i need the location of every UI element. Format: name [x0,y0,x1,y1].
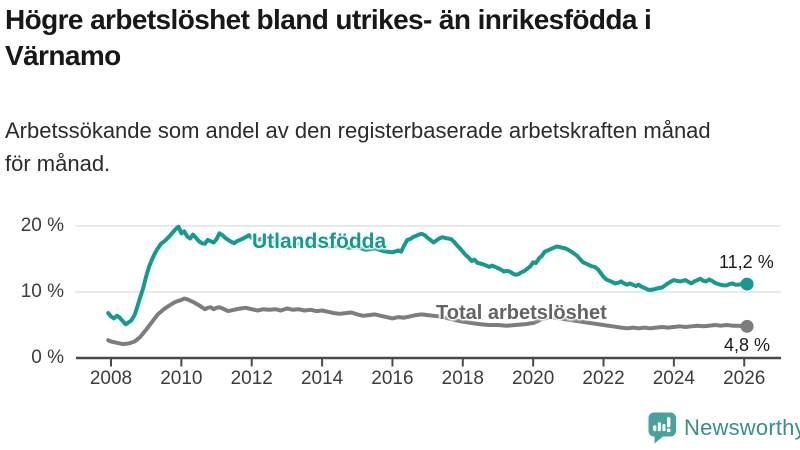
end-value-total-arbetsloshet: 4,8 % [724,335,771,355]
series-end-dot-0 [740,277,754,291]
x-axis-label: 2026 [723,368,766,389]
y-axis-label: 10 % [20,281,64,302]
series-end-dot-1 [740,319,754,333]
x-axis-label: 2024 [652,368,696,389]
series-line-1 [106,296,750,347]
x-axis-label: 2016 [371,368,414,389]
subtitle-line-1: Arbetssökande som andel av den registerb… [5,118,711,143]
brand-name: Newsworthy [684,415,800,440]
chart-subtitle: Arbetssökande som andel av den registerb… [5,114,785,180]
y-axis-label: 20 % [20,215,64,236]
series-label-total-arbetsloshet: Total arbetslöshet [436,302,607,324]
title-line-2: Värnamo [5,40,121,71]
x-axis-label: 2012 [230,368,273,389]
x-axis-label: 2010 [160,368,203,389]
brand-footer: Newsworthy [648,412,800,444]
subtitle-line-2: för månad. [5,151,111,176]
end-value-utlandsfodda: 11,2 % [719,252,774,272]
x-axis-label: 2008 [89,368,133,389]
series-line-0 [106,224,750,327]
x-axis-label: 2014 [300,368,344,389]
newsworthy-logo-icon [648,412,676,444]
exclamation-glyph [667,417,671,428]
series-label-utlandsfodda: Utlandsfödda [252,230,387,253]
title-line-1: Högre arbetslöshet bland utrikes- än inr… [5,4,652,35]
x-axis-label: 2018 [441,368,484,389]
page-title: Högre arbetslöshet bland utrikes- än inr… [5,2,797,74]
y-axis-label: 0 % [31,347,64,368]
bar-chart-glyph [653,425,657,432]
x-axis-label: 2022 [582,368,625,389]
x-axis-label: 2020 [512,368,555,389]
